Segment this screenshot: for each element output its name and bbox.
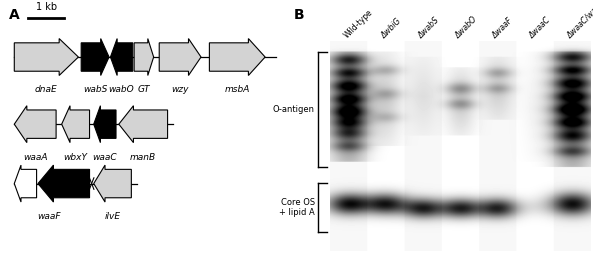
Text: ΔwbiG: ΔwbiG (380, 17, 403, 40)
Polygon shape (110, 38, 133, 76)
Text: B: B (294, 8, 304, 22)
Polygon shape (81, 38, 109, 76)
Text: ilvE: ilvE (104, 212, 120, 221)
Polygon shape (38, 165, 90, 202)
Polygon shape (134, 38, 154, 76)
Polygon shape (14, 38, 78, 76)
Text: waaF: waaF (37, 212, 61, 221)
Polygon shape (14, 165, 37, 202)
Text: manB: manB (130, 153, 157, 162)
Polygon shape (14, 106, 56, 143)
Text: wbxY: wbxY (63, 153, 88, 162)
Text: wabS: wabS (83, 86, 107, 94)
Text: ΔwaaC: ΔwaaC (528, 15, 553, 40)
Text: O-antigen: O-antigen (273, 105, 315, 114)
Text: ΔwabS: ΔwabS (416, 16, 441, 40)
Text: dnaE: dnaE (35, 86, 58, 94)
Polygon shape (209, 38, 265, 76)
Text: msbA: msbA (225, 86, 250, 94)
Text: 1 kb: 1 kb (36, 2, 57, 12)
Text: wzy: wzy (171, 86, 189, 94)
Polygon shape (94, 165, 132, 202)
Polygon shape (94, 106, 116, 143)
Polygon shape (119, 106, 168, 143)
Text: wabO: wabO (109, 86, 135, 94)
Text: Core OS
+ lipid A: Core OS + lipid A (279, 198, 315, 217)
Text: ΔwabO: ΔwabO (454, 15, 479, 40)
Polygon shape (159, 38, 201, 76)
Text: waaA: waaA (23, 153, 47, 162)
Text: ΔwaaF: ΔwaaF (491, 16, 515, 40)
Text: waaC: waaC (93, 153, 117, 162)
Text: GT: GT (138, 86, 150, 94)
Text: Wild-type: Wild-type (342, 8, 374, 40)
Polygon shape (62, 106, 90, 143)
Text: A: A (9, 8, 20, 22)
Text: ΔwaaC/waaC: ΔwaaC/waaC (565, 0, 593, 40)
